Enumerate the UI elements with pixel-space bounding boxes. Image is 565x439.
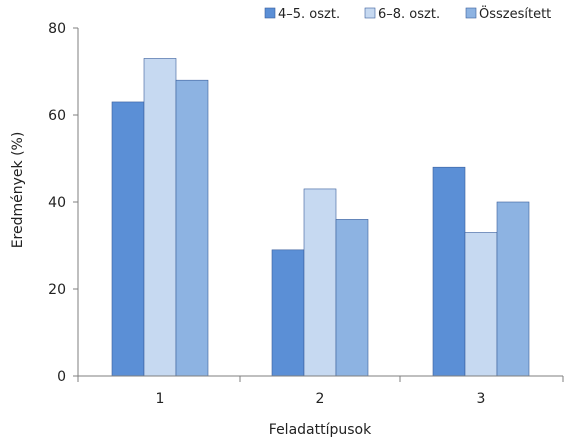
bar xyxy=(111,101,145,377)
legend-label: 6–8. oszt. xyxy=(378,7,440,22)
y-tick-label: 80 xyxy=(48,21,66,37)
bar xyxy=(464,232,498,377)
bar xyxy=(335,219,369,377)
bar xyxy=(143,58,177,377)
x-tick-label: 2 xyxy=(316,391,325,407)
y-tick-label: 40 xyxy=(48,195,66,211)
legend-swatch xyxy=(364,7,376,19)
bar xyxy=(175,79,209,377)
y-axis-title: Eredmények (%) xyxy=(10,132,26,249)
bar xyxy=(432,166,466,377)
x-axis-title: Feladattípusok xyxy=(269,422,372,438)
legend-label: 4–5. oszt. xyxy=(278,7,340,22)
legend-swatch xyxy=(264,7,276,19)
y-tick-label: 0 xyxy=(57,369,66,385)
bar xyxy=(303,188,337,377)
legend-label: Összesített xyxy=(479,5,551,22)
y-tick-label: 20 xyxy=(48,282,66,298)
x-tick-label: 3 xyxy=(477,391,486,407)
bar xyxy=(496,201,530,377)
legend: 4–5. oszt. 6–8. oszt. Összesített xyxy=(264,5,551,22)
legend-swatch xyxy=(465,7,477,19)
y-tick-label: 60 xyxy=(48,108,66,124)
x-tick-label: 1 xyxy=(156,391,165,407)
plot-area: 0 20 40 60 80 1 2 3 xyxy=(48,21,564,407)
bar xyxy=(271,249,305,377)
